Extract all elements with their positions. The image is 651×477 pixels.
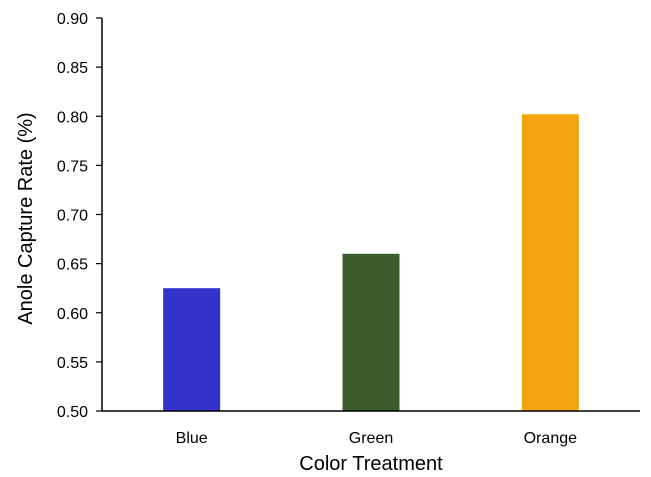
y-tick-label: 0.90 — [57, 11, 88, 28]
y-tick-label: 0.75 — [57, 158, 88, 175]
y-tick-labels: 0.50 0.55 0.60 0.65 0.70 0.75 0.80 0.85 0.90 — [57, 11, 102, 421]
y-tick-label: 0.60 — [57, 306, 88, 323]
bars-group — [163, 114, 579, 411]
y-tick-label: 0.50 — [57, 404, 88, 421]
x-tick-label: Blue — [176, 430, 208, 447]
y-axis-title: Anole Capture Rate (%) — [15, 112, 37, 324]
x-tick-labels: Blue Green Orange — [176, 430, 577, 447]
bar-orange — [521, 114, 579, 411]
y-tick-label: 0.85 — [57, 60, 88, 77]
bar-green — [342, 253, 400, 411]
bar-blue — [163, 288, 221, 411]
y-tick-label: 0.65 — [57, 257, 88, 274]
x-tick-label: Green — [349, 430, 393, 447]
x-tick-label: Orange — [524, 430, 577, 447]
x-axis-title: Color Treatment — [299, 453, 443, 475]
y-tick-label: 0.70 — [57, 208, 88, 225]
y-tick-label: 0.80 — [57, 109, 88, 126]
y-tick-label: 0.55 — [57, 355, 88, 372]
